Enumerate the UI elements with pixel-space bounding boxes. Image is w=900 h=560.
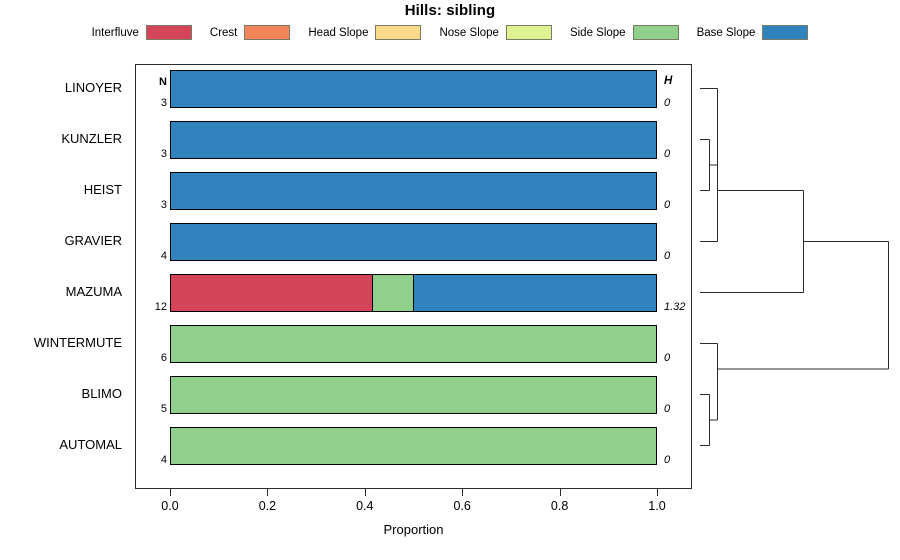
y-axis-category-labels: LINOYER KUNZLER HEIST GRAVIER MAZUMA WINTERMU… [0, 64, 128, 489]
legend-item[interactable]: Base Slope [697, 25, 809, 40]
legend-item-label: Side Slope [569, 26, 626, 39]
y-axis-label: BLIMO [81, 385, 122, 401]
legend-item[interactable]: Head Slope [308, 25, 422, 40]
h-value: 0 [664, 249, 671, 262]
x-axis: 0.0 0.2 0.4 0.6 0.8 1.0 [135, 489, 692, 539]
h-value: 0 [664, 453, 671, 466]
legend-item[interactable]: Crest [209, 25, 291, 40]
legend-item-label: Head Slope [308, 26, 369, 39]
stacked-bars-layer [170, 64, 657, 489]
legend-item-label: Crest [209, 26, 238, 39]
stacked-bar-row[interactable] [170, 324, 657, 363]
n-column: N 3 3 3 4 12 6 5 4 [137, 64, 169, 489]
n-value: 3 [160, 147, 167, 160]
bar-segment[interactable] [171, 121, 656, 158]
stacked-bar-row[interactable] [170, 426, 657, 465]
legend-swatch [375, 25, 422, 40]
legend-swatch [762, 25, 809, 40]
n-value: 4 [160, 453, 167, 466]
x-axis-tick-label: 0.6 [453, 499, 471, 513]
x-axis-tick-label: 1.0 [648, 499, 666, 513]
legend-swatch [505, 25, 552, 40]
y-axis-label: HEIST [83, 181, 122, 197]
legend-item[interactable]: Side Slope [570, 25, 679, 40]
legend: Interfluve Crest Head Slope Nose Slope Side … [0, 25, 900, 40]
dendrogram [692, 64, 900, 489]
bar-segment[interactable] [171, 223, 656, 260]
x-axis-tick-label: 0.4 [356, 499, 374, 513]
stacked-bar-row[interactable] [170, 273, 657, 312]
stacked-bar-row[interactable] [170, 222, 657, 261]
bar-segment[interactable] [171, 274, 374, 311]
h-value: 0 [664, 96, 671, 109]
x-axis-tick [170, 489, 171, 496]
bar-segment[interactable] [171, 325, 656, 362]
stacked-bar-row[interactable] [170, 171, 657, 210]
bar-segment[interactable] [171, 376, 656, 413]
x-axis-tick [462, 489, 464, 496]
legend-item[interactable]: Nose Slope [439, 25, 552, 40]
legend-item-label: Interfluve [91, 26, 139, 39]
n-value: 4 [160, 249, 167, 262]
x-axis-tick [559, 489, 561, 496]
bar-segment[interactable] [171, 172, 656, 209]
legend-swatch [145, 25, 192, 40]
n-value: 6 [160, 351, 167, 364]
bar-segment[interactable] [171, 427, 656, 464]
chart-title: Hills: sibling [404, 2, 496, 19]
legend-item-label: Base Slope [696, 26, 756, 39]
y-axis-label: MAZUMA [65, 283, 122, 299]
n-column-header: N [159, 76, 167, 88]
bar-segment[interactable] [373, 274, 414, 311]
x-axis-tick-label: 0.0 [161, 499, 179, 513]
legend-swatch [632, 25, 679, 40]
y-axis-label: KUNZLER [61, 130, 122, 146]
h-value: 0 [664, 402, 671, 415]
x-axis-tick [364, 489, 366, 496]
h-column: H 0 0 0 0 1.32 0 0 0 [658, 64, 692, 489]
n-value: 3 [160, 96, 167, 109]
h-value: 0 [664, 198, 671, 211]
y-axis-label: WINTERMUTE [33, 334, 122, 350]
h-value: 1.32 [664, 300, 686, 313]
y-axis-label: AUTOMAL [59, 436, 122, 452]
y-axis-label: GRAVIER [64, 232, 122, 248]
bar-segment[interactable] [413, 274, 656, 311]
x-axis-tick-label: 0.8 [550, 499, 569, 513]
h-value: 0 [664, 147, 671, 160]
legend-item-label: Nose Slope [439, 26, 499, 39]
h-value: 0 [664, 351, 671, 364]
n-value: 3 [160, 198, 167, 211]
legend-item[interactable]: Interfluve [92, 25, 192, 40]
dendrogram-svg [700, 87, 890, 447]
bar-segment[interactable] [171, 70, 656, 107]
x-axis-title: Proportion [383, 522, 444, 537]
x-axis-tick [657, 489, 658, 496]
y-axis-label: LINOYER [64, 79, 122, 95]
h-column-header: H [664, 75, 673, 87]
legend-swatch [244, 25, 291, 40]
n-value: 5 [160, 402, 167, 415]
stacked-bar-row[interactable] [170, 69, 657, 108]
stacked-bar-row[interactable] [170, 120, 657, 159]
x-axis-tick-label: 0.2 [258, 499, 277, 513]
n-value: 12 [154, 300, 167, 313]
x-axis-tick [267, 489, 269, 496]
stacked-bar-row[interactable] [170, 375, 657, 414]
